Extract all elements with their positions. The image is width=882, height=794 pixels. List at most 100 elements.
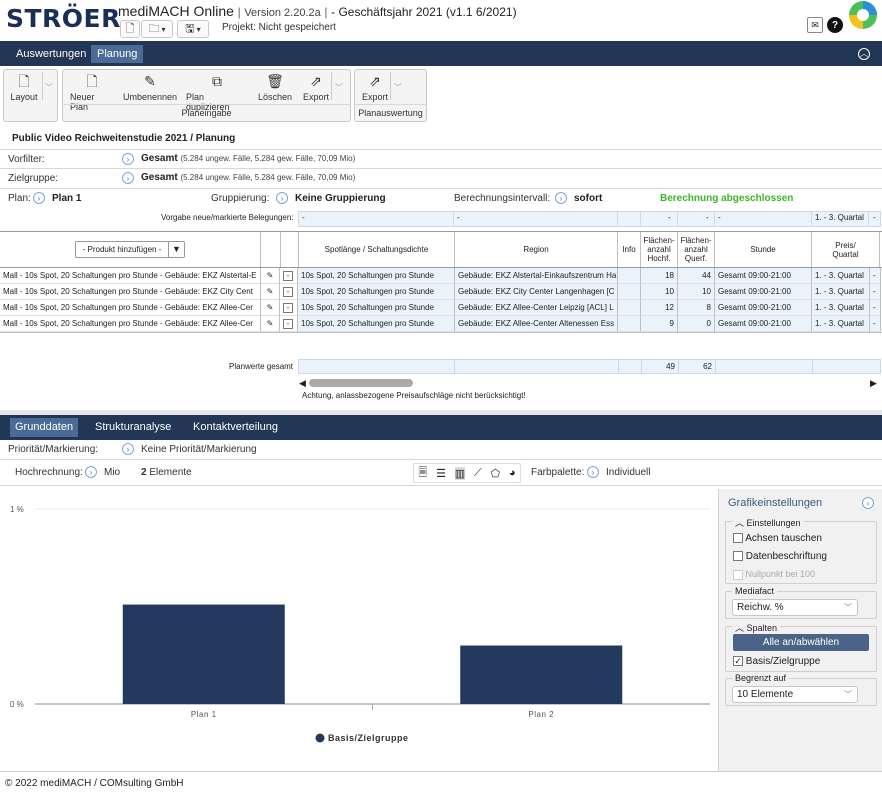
row-stunde[interactable]: Gesamt 09:00-21:00 [715, 316, 812, 332]
plan-chevron-icon[interactable]: › [33, 192, 45, 204]
row-quartal[interactable]: 1. - 3. Quartal [812, 300, 870, 316]
layout-dropdown-icon[interactable]: ﹀ [45, 83, 53, 92]
row-spot[interactable]: 10s Spot, 20 Schaltungen pro Stunde [298, 300, 455, 316]
tab-strukturanalyse[interactable]: Strukturanalyse [95, 421, 172, 433]
rename-button[interactable]: ✎ Umbenennen [122, 73, 178, 102]
row-quer[interactable]: 8 [678, 300, 715, 316]
planauswertung-export-button[interactable]: ⇗ Export [359, 73, 391, 102]
export-button[interactable]: ⇗ Export [300, 73, 332, 102]
save-icon[interactable]: 🖫 ▾ [177, 20, 209, 38]
table-row[interactable]: Mall - 10s Spot, 20 Schaltungen pro Stun… [0, 316, 882, 332]
intervall-chevron-icon[interactable]: › [555, 192, 567, 204]
hochrechnung-value[interactable]: Mio [104, 467, 121, 478]
help-icon[interactable]: ? [827, 17, 843, 33]
row-region[interactable]: Gebäude: EKZ Allee-Center Leipzig [ACL] … [455, 300, 618, 316]
vorgabe-stunde[interactable]: - [718, 213, 721, 222]
row-hoch[interactable]: 9 [641, 316, 678, 332]
bar-chart-icon[interactable]: ▥ [454, 466, 466, 480]
row-hoch[interactable]: 10 [641, 284, 678, 300]
vorgabe-hoch[interactable]: - [668, 213, 671, 222]
vorgabe-extra[interactable]: - [873, 213, 876, 222]
row-product[interactable]: Mall - 10s Spot, 20 Schaltungen pro Stun… [0, 268, 261, 284]
intervall-value[interactable]: sofort [574, 193, 603, 204]
row-quer[interactable]: 0 [678, 316, 715, 332]
grafik-collapse-icon[interactable]: › [862, 497, 874, 509]
delete-button[interactable]: 🗑 Löschen [256, 73, 294, 102]
table-row[interactable]: Mall - 10s Spot, 20 Schaltungen pro Stun… [0, 284, 882, 300]
achsen-checkbox[interactable]: Achsen tauschen [733, 533, 822, 544]
row-extra[interactable]: - [870, 300, 881, 316]
row-region[interactable]: Gebäude: EKZ City Center Langenhagen [C [455, 284, 618, 300]
row-spot[interactable]: 10s Spot, 20 Schaltungen pro Stunde [298, 316, 455, 332]
farbpalette-chevron-icon[interactable]: › [587, 466, 599, 478]
tab-auswertungen[interactable]: Auswertungen [16, 48, 87, 60]
row-quer[interactable]: 10 [678, 284, 715, 300]
vorgabe-quartal[interactable]: 1. - 3. Quartal [815, 213, 864, 222]
duplicate-plan-button[interactable]: ⧉ Plan duplizieren [186, 73, 248, 112]
row-extra[interactable]: - [870, 284, 881, 300]
vorgabe-region[interactable]: - [457, 213, 460, 222]
zielgruppe-chevron-icon[interactable]: › [122, 172, 134, 184]
row-spot[interactable]: 10s Spot, 20 Schaltungen pro Stunde [298, 284, 455, 300]
export-dropdown-icon[interactable]: ﹀ [335, 83, 343, 92]
edit-icon[interactable]: ✎ [261, 284, 280, 300]
vorgabe-spot[interactable]: - [302, 213, 305, 222]
table-row[interactable]: Mall - 10s Spot, 20 Schaltungen pro Stun… [0, 300, 882, 316]
edit-icon[interactable]: ✎ [261, 316, 280, 332]
row-product[interactable]: Mall - 10s Spot, 20 Schaltungen pro Stun… [0, 300, 261, 316]
edit-icon[interactable]: ✎ [261, 300, 280, 316]
row-extra[interactable]: - [870, 268, 881, 284]
mail-icon[interactable]: ✉ [807, 17, 823, 33]
gruppierung-value[interactable]: Keine Gruppierung [295, 193, 386, 204]
prioritaet-chevron-icon[interactable]: › [122, 443, 134, 455]
bar-horizontal-icon[interactable]: ☰ [436, 467, 446, 480]
row-hoch[interactable]: 12 [641, 300, 678, 316]
gruppierung-chevron-icon[interactable]: › [276, 192, 288, 204]
prioritaet-value[interactable]: Keine Priorität/Markierung [141, 444, 257, 455]
row-quartal[interactable]: 1. - 3. Quartal [812, 316, 870, 332]
table-view-icon[interactable]: 🗏 [418, 466, 428, 479]
daten-checkbox[interactable]: Datenbeschriftung [733, 551, 827, 562]
row-stunde[interactable]: Gesamt 09:00-21:00 [715, 284, 812, 300]
toggle-all-button[interactable]: Alle an/abwählen [733, 634, 869, 651]
tab-kontaktverteilung[interactable]: Kontaktverteilung [193, 421, 278, 433]
tab-planung[interactable]: Planung [91, 45, 144, 63]
new-plan-button[interactable]: 🗋 Neuer Plan [70, 73, 114, 112]
radar-chart-icon[interactable]: ⬠ [490, 467, 501, 480]
vorfilter-chevron-icon[interactable]: › [122, 153, 134, 165]
table-row[interactable]: Mall - 10s Spot, 20 Schaltungen pro Stun… [0, 268, 882, 284]
plan-value[interactable]: Plan 1 [52, 193, 82, 204]
row-quartal[interactable]: 1. - 3. Quartal [812, 284, 870, 300]
row-quer[interactable]: 44 [678, 268, 715, 284]
row-extra[interactable]: - [870, 316, 881, 332]
minus-icon[interactable]: - [283, 303, 293, 313]
open-folder-icon[interactable]: 🗀 ▾ [141, 20, 173, 38]
row-product[interactable]: Mall - 10s Spot, 20 Schaltungen pro Stun… [0, 284, 261, 300]
line-chart-icon[interactable]: ⟋ [473, 466, 482, 479]
row-stunde[interactable]: Gesamt 09:00-21:00 [715, 268, 812, 284]
scroll-right-icon[interactable]: ▶ [870, 378, 877, 388]
tab-grunddaten[interactable]: Grunddaten [10, 418, 79, 437]
pie-chart-icon[interactable]: ◕ [508, 467, 516, 479]
minus-icon[interactable]: - [283, 271, 293, 281]
minus-icon[interactable]: - [283, 287, 293, 297]
scroll-left-icon[interactable]: ◀ [299, 378, 306, 388]
collapse-icon[interactable]: ︿ [858, 48, 870, 60]
row-region[interactable]: Gebäude: EKZ Alstertal-Einkaufszentrum H… [455, 268, 618, 284]
add-product-select[interactable]: - Produkt hinzufügen - ▼ [75, 241, 185, 258]
vorfilter-value[interactable]: Gesamt (5.284 ungew. Fälle, 5.284 gew. F… [141, 153, 355, 164]
zielgruppe-value[interactable]: Gesamt (5.284 ungew. Fälle, 5.284 gew. F… [141, 172, 355, 183]
hochrechnung-chevron-icon[interactable]: › [85, 466, 97, 478]
basis-checkbox[interactable]: ✓ Basis/Zielgruppe [733, 656, 821, 667]
edit-icon[interactable]: ✎ [261, 268, 280, 284]
horizontal-scrollbar[interactable] [309, 379, 413, 387]
begrenzt-select[interactable]: 10 Elemente ﹀ [732, 686, 858, 703]
new-file-icon[interactable]: 🗋 [120, 20, 140, 38]
row-product[interactable]: Mall - 10s Spot, 20 Schaltungen pro Stun… [0, 316, 261, 332]
vorgabe-quer[interactable]: - [706, 213, 709, 222]
minus-icon[interactable]: - [283, 319, 293, 329]
planauswertung-dropdown-icon[interactable]: ﹀ [394, 83, 402, 92]
farbpalette-value[interactable]: Individuell [606, 467, 651, 478]
row-stunde[interactable]: Gesamt 09:00-21:00 [715, 300, 812, 316]
row-region[interactable]: Gebäude: EKZ Allee-Center Altenessen Ess [455, 316, 618, 332]
